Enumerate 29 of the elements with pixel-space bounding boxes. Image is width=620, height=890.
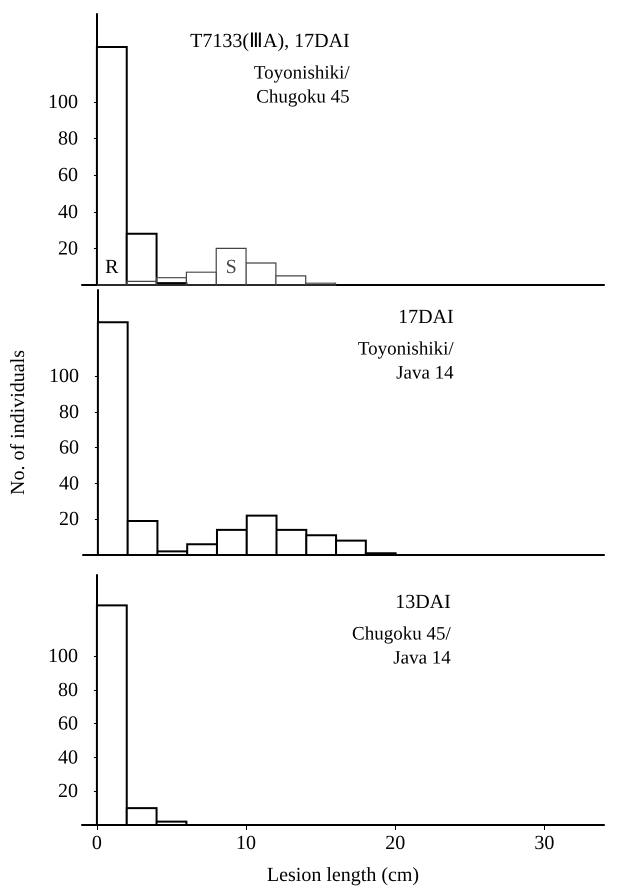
y-tick-label: 100	[48, 90, 78, 113]
series-label: R	[105, 256, 120, 278]
text: Toyonishiki/ Chugoku 45	[254, 62, 350, 108]
text: 13DAI	[395, 591, 451, 613]
x-tick-label: 30	[534, 832, 554, 854]
y-axis-title: No. of individuals	[7, 350, 29, 495]
text: 17DAI	[398, 306, 454, 328]
y-tick-label: 60	[59, 436, 79, 459]
y-tick-label: 60	[58, 712, 78, 735]
x-axis-title: Lesion length (cm)	[266, 864, 420, 886]
y-tick-label: 60	[58, 164, 78, 186]
x-tick-label: 10	[236, 832, 256, 854]
text: T7133(ⅢA), 17DAI	[190, 30, 350, 52]
y-tick-label: 40	[58, 200, 78, 223]
y-tick-label: 40	[59, 472, 79, 494]
y-tick-label: 100	[48, 645, 78, 668]
x-tick-label: 0	[92, 832, 102, 854]
text: Toyonishiki/ Java 14	[358, 338, 454, 384]
text: Chugoku 45/ Java 14	[352, 624, 452, 668]
y-tick-label: 80	[58, 128, 78, 150]
x-tick-label: 20	[385, 832, 406, 854]
y-tick-label: 20	[58, 780, 78, 802]
y-tick-label: 40	[58, 746, 78, 768]
series-label: S	[226, 256, 237, 278]
y-tick-label: 80	[59, 400, 79, 423]
y-tick-label: 100	[49, 364, 79, 387]
y-tick-label: 20	[58, 237, 78, 260]
y-tick-label: 20	[59, 508, 79, 530]
y-tick-label: 80	[58, 678, 78, 701]
